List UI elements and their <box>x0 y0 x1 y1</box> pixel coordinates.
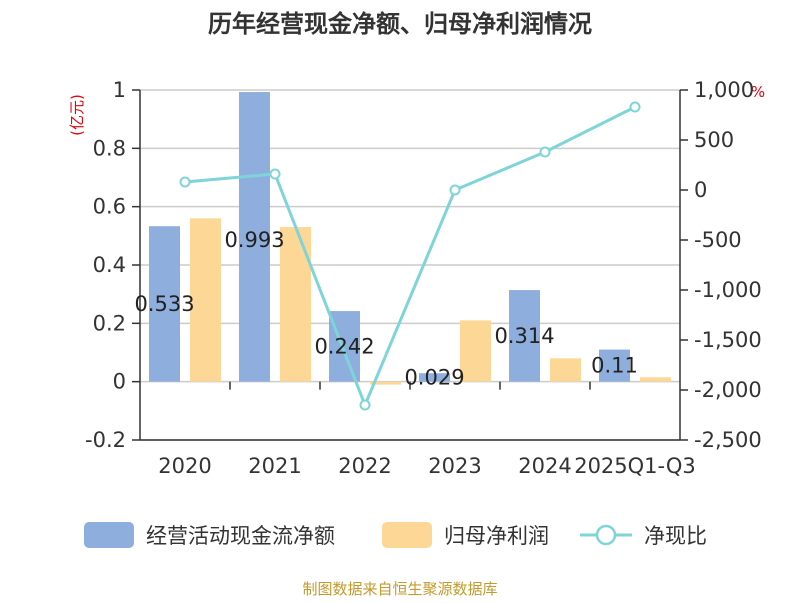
bar-profit <box>550 358 581 382</box>
right-tick-label: 500 <box>694 128 734 152</box>
data-label: 0.242 <box>314 334 374 358</box>
bar-profit <box>370 381 401 385</box>
right-tick-label: 1,000 <box>694 78 754 102</box>
left-tick-label: 0.8 <box>93 136 126 160</box>
x-tick-label: 2020 <box>158 454 211 478</box>
bar-profit <box>190 218 221 382</box>
legend: 经营活动现金流净额 归母净利润 净现比 <box>84 522 707 548</box>
left-tick-label: 0.2 <box>93 311 126 335</box>
left-tick-label: 0.4 <box>93 253 126 277</box>
right-tick-label: -2,000 <box>694 378 762 402</box>
x-tick-label: 2023 <box>428 454 481 478</box>
source-note: 制图数据来自恒生聚源数据库 <box>302 580 497 598</box>
right-tick-label: 0 <box>694 178 707 202</box>
ratio-line <box>179 101 641 411</box>
right-tick-label: -500 <box>694 228 742 252</box>
bar-cashflow <box>239 92 270 382</box>
bar-cashflow <box>599 349 630 382</box>
data-label: 0.533 <box>134 292 194 316</box>
x-tick-label: 2024 <box>518 454 571 478</box>
x-tick-label: 2022 <box>338 454 391 478</box>
ratio-point <box>539 146 551 158</box>
right-tick-label: -1,500 <box>694 328 762 352</box>
left-axis-unit: (亿元) <box>68 94 86 136</box>
x-tick-label: 2025Q1-Q3 <box>574 454 696 478</box>
ratio-point <box>449 184 461 196</box>
legend-swatch-profit <box>382 522 432 548</box>
data-labels: 0.533 0.993 0.242 0.029 0.314 0.11 <box>134 228 637 389</box>
ratio-line-path <box>184 105 636 410</box>
left-tick-label: -0.2 <box>85 428 126 452</box>
legend-label-ratio: 净现比 <box>644 524 707 548</box>
ratio-point <box>179 176 191 188</box>
bar-cashflow <box>509 290 540 382</box>
bar-profit <box>460 320 491 382</box>
data-label: 0.029 <box>404 365 464 389</box>
left-tick-label: 1 <box>113 78 126 102</box>
bars <box>149 92 671 385</box>
left-tick-label: 0.6 <box>93 195 126 219</box>
data-label: 0.11 <box>591 354 638 378</box>
axes: -0.2 0 0.2 0.4 0.6 0.8 1 1,000 500 0 -500 -1,000 -1,… <box>85 78 762 478</box>
legend-swatch-cashflow <box>84 522 134 548</box>
ratio-point <box>629 101 641 113</box>
x-tick-label: 2021 <box>248 454 301 478</box>
data-label: 0.993 <box>224 228 284 252</box>
right-axis-unit: % <box>751 83 765 101</box>
legend-label-profit: 归母净利润 <box>444 524 549 548</box>
bar-profit <box>280 227 311 382</box>
bar-cashflow <box>149 226 180 382</box>
legend-marker-ratio <box>595 524 617 546</box>
ratio-point <box>359 399 371 411</box>
ratio-point <box>269 168 281 180</box>
chart-title: 历年经营现金净额、归母净利润情况 <box>208 10 592 38</box>
data-label: 0.314 <box>494 324 554 348</box>
legend-label-cashflow: 经营活动现金流净额 <box>146 524 335 548</box>
left-tick-label: 0 <box>113 370 126 394</box>
bar-profit <box>640 377 671 382</box>
right-tick-label: -1,000 <box>694 278 762 302</box>
right-tick-label: -2,500 <box>694 428 762 452</box>
bar-cashflow <box>419 373 450 382</box>
